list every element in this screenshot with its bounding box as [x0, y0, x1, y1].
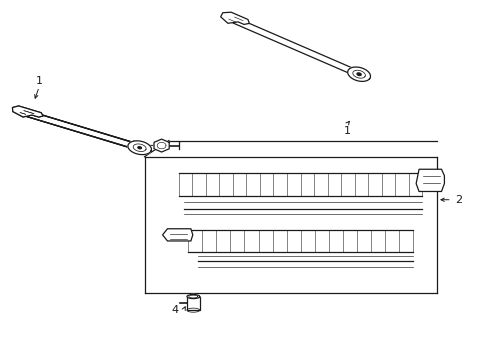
Polygon shape [154, 139, 169, 152]
Bar [186, 297, 199, 310]
Polygon shape [138, 147, 141, 149]
Polygon shape [128, 141, 151, 154]
Text: 4: 4 [171, 305, 179, 315]
Polygon shape [356, 73, 361, 76]
Polygon shape [162, 229, 192, 241]
Polygon shape [220, 12, 249, 24]
Text: 3: 3 [131, 140, 138, 150]
Polygon shape [12, 106, 43, 117]
Polygon shape [415, 169, 444, 192]
Polygon shape [186, 294, 199, 298]
Text: 1: 1 [343, 126, 350, 135]
Polygon shape [12, 106, 43, 117]
Text: 1: 1 [36, 76, 43, 86]
Polygon shape [347, 67, 370, 81]
Text: 2: 2 [454, 195, 462, 205]
